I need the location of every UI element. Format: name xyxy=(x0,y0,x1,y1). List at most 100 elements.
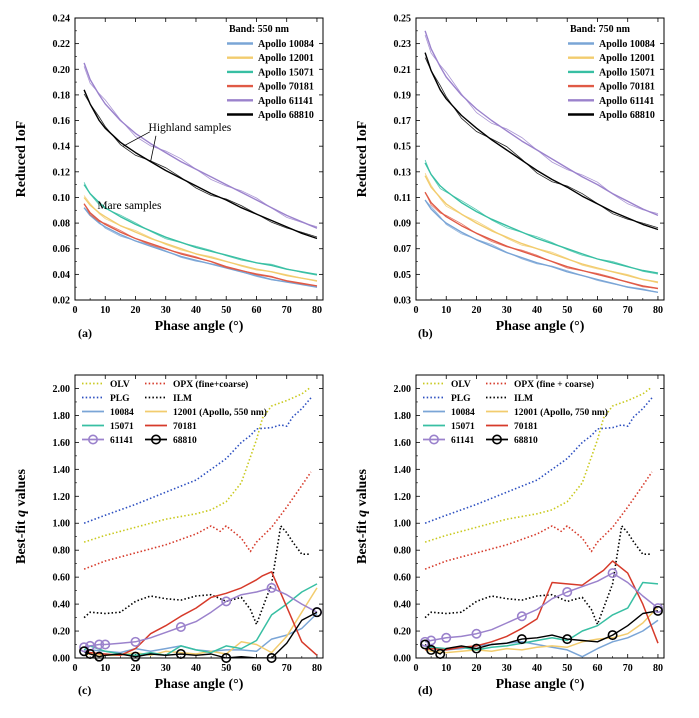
x-tick-label: 40 xyxy=(532,305,542,316)
legend-entry: Apollo 68810 xyxy=(258,110,314,121)
series-marker xyxy=(516,611,527,622)
series-marker xyxy=(100,639,111,650)
y-tick-label: 0.05 xyxy=(394,270,412,281)
series-marker xyxy=(435,648,446,659)
x-tick-label: 0 xyxy=(73,305,78,316)
series-line-apollo-61141 xyxy=(424,30,659,217)
legend-entry: Apollo 10084 xyxy=(599,39,655,50)
legend-entry: OLV xyxy=(110,380,130,390)
series-line-olv xyxy=(424,386,653,543)
series-replicate-line xyxy=(424,173,659,284)
x-tick-label: 50 xyxy=(221,305,231,316)
series-line-15071 xyxy=(83,583,318,657)
series-replicate-line xyxy=(424,191,659,289)
panel-label: (b) xyxy=(418,326,433,340)
legend-entry: Apollo 70181 xyxy=(599,82,655,93)
series-replicate-line xyxy=(424,34,659,214)
y-axis-label: Best-fit q values xyxy=(355,469,370,564)
legend-entry: 15071 xyxy=(110,422,134,432)
series-replicate-line xyxy=(83,66,318,228)
y-tick-label: 0.06 xyxy=(53,244,71,255)
series-replicate-line xyxy=(424,57,659,229)
legend-entry: 10084 xyxy=(451,408,475,418)
legend-entry: 15071 xyxy=(451,422,475,432)
legend-entry: Apollo 12001 xyxy=(258,53,314,64)
y-tick-label: 0.18 xyxy=(53,90,71,101)
y-tick-label: 0.60 xyxy=(394,573,412,584)
x-tick-label: 60 xyxy=(592,663,602,674)
x-tick-label: 10 xyxy=(441,305,451,316)
series-replicate-line xyxy=(424,159,659,275)
series-marker xyxy=(266,582,277,593)
series-line-12001 xyxy=(424,606,659,654)
y-tick-label: 0.80 xyxy=(394,546,412,557)
x-tick-label: 30 xyxy=(161,663,171,674)
legend-entry: ILM xyxy=(514,394,533,404)
series-replicate-line xyxy=(83,93,318,238)
y-tick-label: 1.00 xyxy=(394,519,412,530)
series-marker xyxy=(221,652,232,663)
y-axis-label: Best-fit q values xyxy=(14,469,29,564)
series-marker xyxy=(311,607,322,618)
series-line-opx xyxy=(83,471,312,570)
series-line-10084 xyxy=(424,619,659,658)
series-marker xyxy=(426,644,437,655)
series-line-plg xyxy=(424,397,653,524)
series-line-apollo-15071 xyxy=(83,184,318,276)
legend-entry: Apollo 61141 xyxy=(258,96,313,107)
y-tick-label: 0.04 xyxy=(53,270,71,281)
legend-entry: PLG xyxy=(110,394,130,404)
y-tick-label: 1.40 xyxy=(394,465,412,476)
y-tick-label: 0.03 xyxy=(394,296,412,307)
series-marker xyxy=(471,643,482,654)
x-tick-label: 80 xyxy=(653,305,663,316)
panel-label: (a) xyxy=(78,326,92,340)
y-tick-label: 0.20 xyxy=(53,65,71,76)
legend-marker xyxy=(428,434,439,445)
legend-entry: PLG xyxy=(451,394,471,404)
x-axis-label: Phase angle (°) xyxy=(155,319,244,334)
legend: OLV OPX (fine + coarse) PLG ILM 10084 12001 (… xyxy=(423,379,608,446)
legend-entry: Apollo 10084 xyxy=(258,39,314,50)
x-tick-label: 70 xyxy=(623,663,633,674)
x-tick-label: 80 xyxy=(312,663,322,674)
series-line-apollo-68810 xyxy=(424,52,659,231)
y-axis-label: Reduced IoF xyxy=(355,121,370,198)
series-marker xyxy=(221,596,232,607)
y-tick-label: 0.16 xyxy=(53,116,71,127)
y-tick-label: 0.24 xyxy=(53,14,71,25)
legend-entry: 12001 (Apollo, 750 nm) xyxy=(514,407,608,418)
panel-label: (c) xyxy=(78,683,91,697)
y-tick-label: 0.14 xyxy=(53,142,71,153)
legend-entry: Apollo 12001 xyxy=(599,53,655,64)
x-tick-label: 20 xyxy=(471,663,481,674)
y-tick-label: 0.00 xyxy=(394,654,412,665)
legend-entry: OLV xyxy=(451,380,471,390)
x-tick-label: 40 xyxy=(191,305,201,316)
x-tick-label: 20 xyxy=(130,663,140,674)
legend-entry: Apollo 70181 xyxy=(258,82,314,93)
series-line-ilm xyxy=(424,525,652,626)
legend-title: Band: 550 nm xyxy=(229,24,290,35)
plot-series-group xyxy=(83,62,318,288)
y-tick-label: 1.60 xyxy=(394,438,412,449)
legend-entry: Apollo 15071 xyxy=(258,67,314,78)
annotation-pointer xyxy=(123,131,151,147)
chart-panel-3: 0 10 20 30 40 50 60 70 80 0.00 0.20 0.40 0.60 0.80 1.0… xyxy=(14,374,324,697)
series-marker xyxy=(175,648,186,659)
y-tick-label: 0.17 xyxy=(394,116,412,127)
y-tick-label: 1.80 xyxy=(53,411,71,422)
x-axis-label: Phase angle (°) xyxy=(496,677,585,692)
series-marker xyxy=(420,639,431,650)
legend-entry: 68810 xyxy=(514,436,538,446)
legend: Band: 750 nm Apollo 10084 Apollo 12001 Apol… xyxy=(568,24,655,121)
y-tick-label: 0.22 xyxy=(53,39,71,50)
series-marker xyxy=(266,652,277,663)
y-tick-label: 0.20 xyxy=(394,627,412,638)
annotation-label: Mare samples xyxy=(97,200,162,212)
x-tick-label: 40 xyxy=(191,663,201,674)
x-tick-label: 20 xyxy=(471,305,481,316)
plot-series-group xyxy=(83,386,318,658)
legend-marker xyxy=(491,434,502,445)
